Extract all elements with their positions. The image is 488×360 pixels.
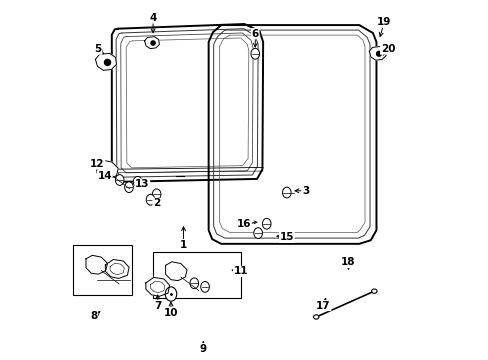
Text: 16: 16 xyxy=(237,219,251,229)
Polygon shape xyxy=(368,46,386,60)
Text: 13: 13 xyxy=(135,179,149,189)
Ellipse shape xyxy=(313,315,318,319)
Polygon shape xyxy=(86,255,107,274)
Ellipse shape xyxy=(201,282,209,292)
Bar xyxy=(153,252,241,298)
Text: 18: 18 xyxy=(341,257,355,267)
Ellipse shape xyxy=(146,194,155,205)
Polygon shape xyxy=(105,260,129,278)
Ellipse shape xyxy=(115,175,124,185)
Text: 5: 5 xyxy=(94,44,102,54)
Text: 12: 12 xyxy=(90,159,104,169)
Ellipse shape xyxy=(190,278,198,289)
Polygon shape xyxy=(95,53,116,71)
Text: 14: 14 xyxy=(97,171,112,181)
Ellipse shape xyxy=(152,189,161,200)
Text: 2: 2 xyxy=(153,198,160,208)
Ellipse shape xyxy=(376,51,381,56)
Ellipse shape xyxy=(262,219,270,229)
Text: 4: 4 xyxy=(149,13,157,23)
Ellipse shape xyxy=(371,289,376,293)
Text: 3: 3 xyxy=(301,186,308,196)
Text: 17: 17 xyxy=(315,301,330,311)
Text: 19: 19 xyxy=(376,17,391,27)
Polygon shape xyxy=(145,278,169,296)
Ellipse shape xyxy=(151,41,155,45)
Text: 1: 1 xyxy=(180,239,187,249)
Ellipse shape xyxy=(133,176,142,187)
Bar xyxy=(73,244,131,295)
Ellipse shape xyxy=(250,48,259,59)
Text: 8: 8 xyxy=(90,311,97,321)
Text: 11: 11 xyxy=(233,266,247,276)
Polygon shape xyxy=(144,37,159,49)
Text: 10: 10 xyxy=(163,308,178,318)
Polygon shape xyxy=(97,160,118,179)
Text: 7: 7 xyxy=(154,301,161,311)
Text: 20: 20 xyxy=(380,44,394,54)
Polygon shape xyxy=(165,262,187,280)
Ellipse shape xyxy=(104,59,110,66)
Text: 15: 15 xyxy=(279,232,293,242)
Text: 6: 6 xyxy=(251,29,258,39)
Ellipse shape xyxy=(165,287,176,301)
Ellipse shape xyxy=(253,228,262,238)
Text: 9: 9 xyxy=(199,343,206,354)
Ellipse shape xyxy=(282,187,290,198)
Ellipse shape xyxy=(124,182,133,193)
